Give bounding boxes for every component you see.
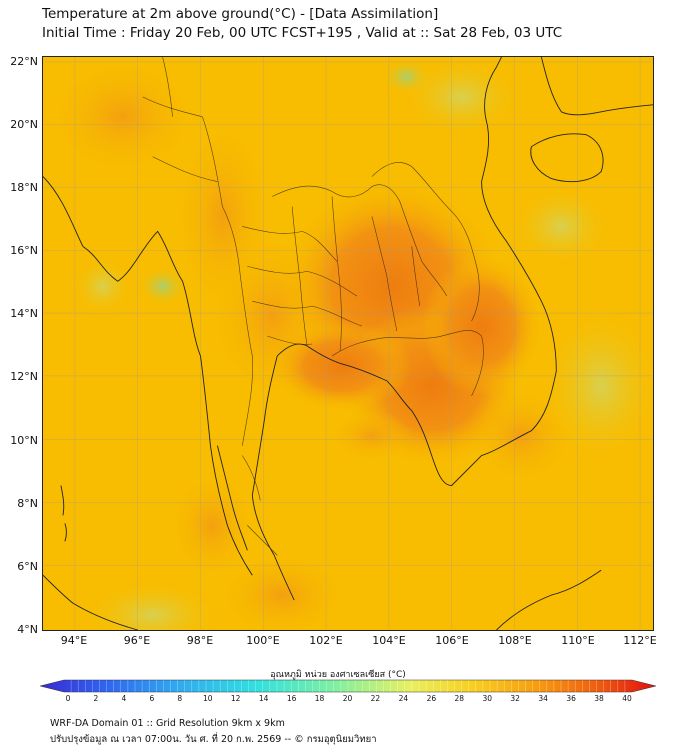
colorbar-tick-label: 28: [454, 694, 465, 703]
colorbar-tick-label: 6: [149, 694, 155, 703]
lon-label-106e: 106°E: [435, 634, 469, 647]
lon-label-96e: 96°E: [123, 634, 151, 647]
lon-label-94e: 94°E: [60, 634, 88, 647]
colorbar-tick-label: 22: [370, 694, 381, 703]
lat-label-12n: 12°N: [10, 370, 38, 383]
colorbar-tick-label: 4: [121, 694, 127, 703]
lat-label-6n: 6°N: [17, 560, 38, 573]
map-panel: [42, 56, 654, 631]
lat-label-10n: 10°N: [10, 434, 38, 447]
colorbar-tick-label: 14: [258, 694, 269, 703]
colorbar-title: อุณหภูมิ หน่วย องศาเซลเซียส (°C): [270, 670, 406, 680]
colorbar-tick-label: 20: [342, 694, 353, 703]
colorbar-tick-label: 38: [594, 694, 604, 703]
lon-label-104e: 104°E: [372, 634, 406, 647]
colorbar-tick-label: 32: [510, 694, 520, 703]
colorbar-tick-label: 8: [177, 694, 183, 703]
map-subtitle: Initial Time : Friday 20 Feb, 00 UTC FCS…: [42, 25, 563, 41]
temperature-map: [43, 57, 653, 630]
lat-label-20n: 20°N: [10, 118, 38, 131]
lon-label-108e: 108°E: [498, 634, 532, 647]
colorbar-tick-label: 16: [286, 694, 297, 703]
colorbar-tick-label: 34: [538, 694, 548, 703]
colorbar-tick-label: 30: [482, 694, 493, 703]
lat-label-8n: 8°N: [17, 497, 38, 510]
footer-update-info: ปรับปรุงข้อมูล ณ เวลา 07:00น. วัน ศ. ที่…: [50, 734, 377, 745]
lat-label-22n: 22°N: [10, 55, 38, 68]
lon-label-102e: 102°E: [309, 634, 343, 647]
colorbar-tick-label: 18: [314, 694, 325, 703]
map-title: Temperature at 2m above ground(°C) - [Da…: [42, 6, 439, 22]
colorbar-tick-label: 2: [93, 694, 99, 703]
colorbar-tick-label: 12: [230, 694, 241, 703]
colorbar-tick-label: 36: [566, 694, 576, 703]
lat-lon-grid: [43, 57, 653, 630]
lat-label-18n: 18°N: [10, 181, 38, 194]
lon-label-100e: 100°E: [246, 634, 280, 647]
lon-label-98e: 98°E: [186, 634, 214, 647]
lon-label-110e: 110°E: [561, 634, 595, 647]
colorbar: [40, 679, 656, 693]
colorbar-tick-label: 10: [202, 694, 213, 703]
colorbar-tick-label: 0: [65, 694, 71, 703]
lon-label-112e: 112°E: [623, 634, 657, 647]
lat-label-14n: 14°N: [10, 307, 38, 320]
lat-label-4n: 4°N: [17, 623, 38, 636]
colorbar-tick-label: 24: [398, 694, 409, 703]
colorbar-tick-label: 40: [622, 694, 632, 703]
lat-label-16n: 16°N: [10, 244, 38, 257]
colorbar-tick-label: 26: [426, 694, 437, 703]
coastlines: [43, 57, 653, 630]
footer-domain-info: WRF-DA Domain 01 :: Grid Resolution 9km …: [50, 718, 285, 729]
